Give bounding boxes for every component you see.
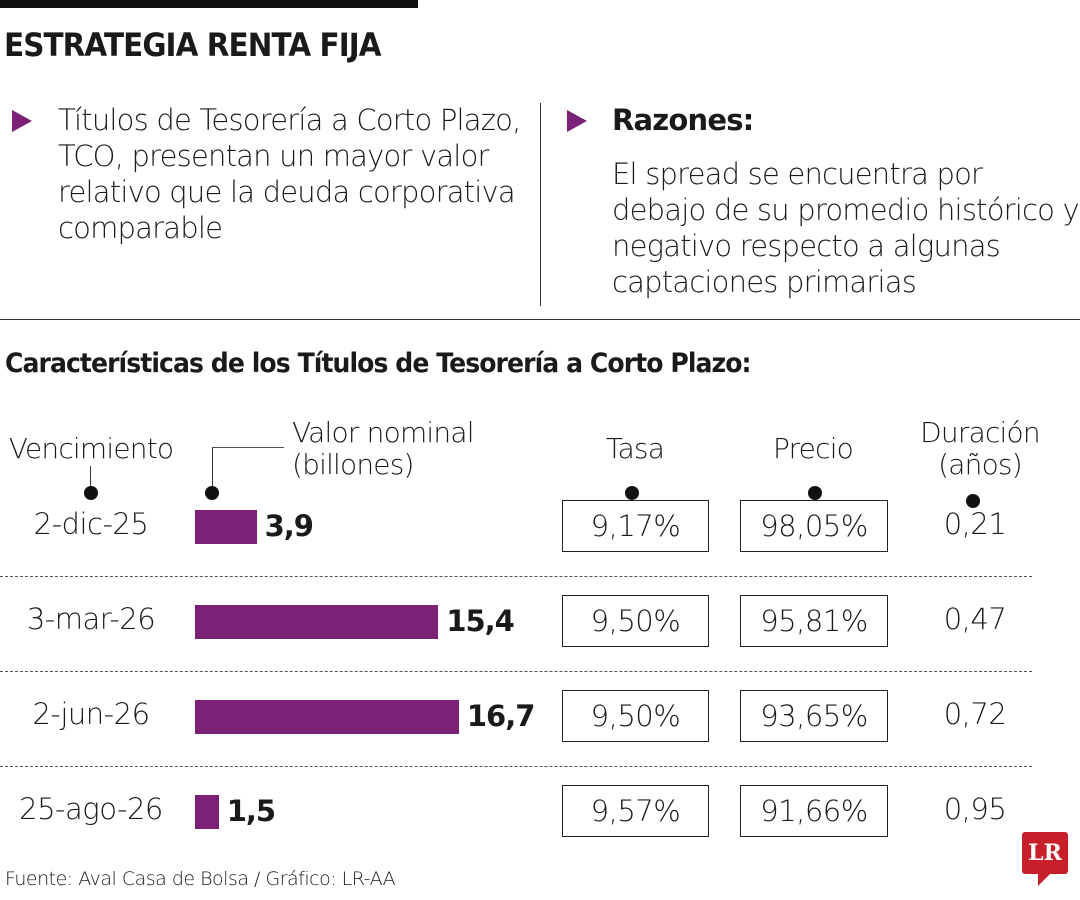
tasa-cell: 9,57% (562, 785, 709, 837)
reasons-heading: Razones: (612, 103, 754, 137)
valor-bar (195, 795, 219, 829)
tasa-cell: 9,50% (562, 595, 709, 647)
precio-cell: 95,81% (740, 595, 888, 647)
header-tasa: Tasa (605, 432, 665, 465)
left-point-text: Títulos de Tesorería a Corto Plazo, TCO,… (58, 103, 521, 245)
duracion-cell: 0,47 (943, 602, 1007, 636)
vencimiento-cell: 25-ago-26 (19, 792, 163, 826)
vencimiento-cell: 2-jun-26 (32, 697, 150, 731)
tasa-cell: 9,17% (562, 500, 709, 552)
precio-cell: 91,66% (740, 785, 888, 837)
triangle-bullet-icon (12, 110, 32, 132)
duracion-cell: 0,72 (943, 697, 1007, 731)
vencimiento-cell: 3-mar-26 (26, 602, 156, 636)
row-divider (0, 671, 1032, 672)
tasa-cell: 9,50% (562, 690, 709, 742)
valor-bar (195, 510, 257, 544)
reasons-text: El spread se encuentra por debajo de su … (612, 157, 1080, 299)
vertical-divider (540, 103, 541, 306)
dot-marker (966, 494, 980, 508)
source-note: Fuente: Aval Casa de Bolsa / Gráfico: LR… (5, 868, 396, 890)
valor-label: 16,7 (466, 699, 536, 733)
valor-label: 15,4 (446, 604, 515, 638)
dot-marker (625, 486, 639, 500)
duracion-cell: 0,95 (943, 792, 1007, 826)
dot-marker (84, 486, 98, 500)
row-divider (0, 576, 1032, 577)
vencimiento-cell: 2-dic-25 (33, 507, 149, 541)
section-subtitle: Características de los Títulos de Tesore… (5, 348, 752, 379)
triangle-bullet-icon (567, 110, 587, 132)
valor-bar (195, 605, 439, 639)
dot-marker (205, 486, 219, 500)
dot-marker (808, 486, 822, 500)
lr-logo: LR (1022, 832, 1068, 886)
duracion-cell: 0,21 (943, 507, 1007, 541)
header-precio: Precio (772, 432, 854, 465)
page-title: ESTRATEGIA RENTA FIJA (4, 26, 382, 64)
precio-cell: 98,05% (740, 500, 888, 552)
horizontal-divider (0, 319, 1080, 320)
header-duracion: Duración (años) (920, 416, 1040, 481)
valor-bar (195, 700, 459, 734)
header-valor: Valor nominal (billones) (292, 416, 474, 481)
top-rule (0, 0, 418, 8)
valor-label: 3,9 (264, 509, 314, 543)
header-vencimiento: Vencimiento (8, 432, 174, 465)
row-divider (0, 766, 1032, 767)
precio-cell: 93,65% (740, 690, 888, 742)
valor-label: 1,5 (226, 794, 276, 828)
